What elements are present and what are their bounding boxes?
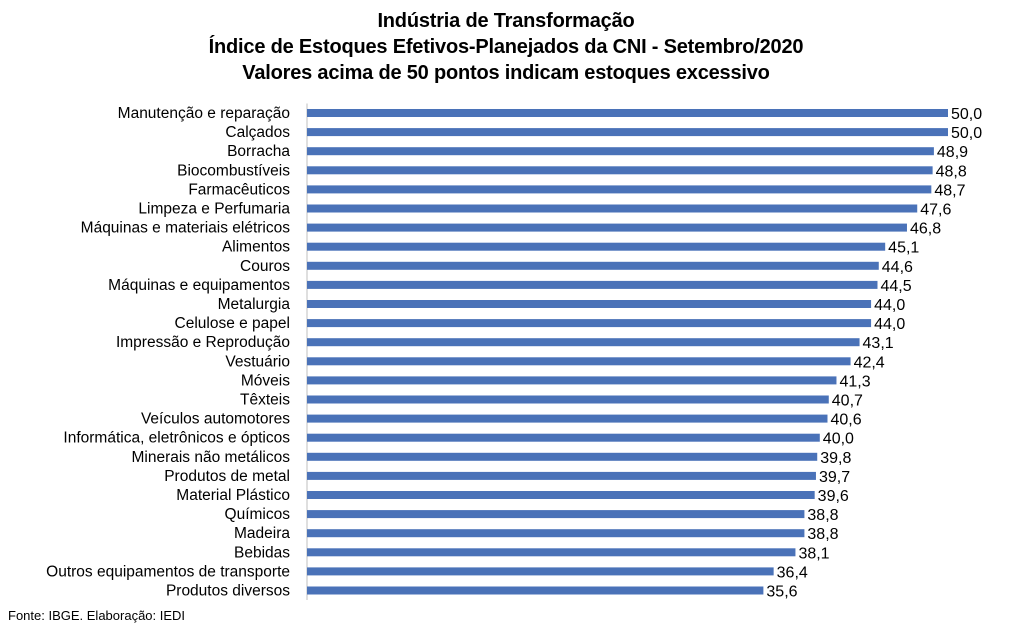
source-note: Fonte: IBGE. Elaboração: IEDI [8, 608, 186, 623]
data-label: 48,7 [934, 182, 965, 199]
data-label: 38,8 [807, 507, 838, 524]
data-label: 50,0 [951, 125, 982, 142]
bar [307, 280, 878, 289]
data-label: 38,8 [807, 526, 838, 543]
bar [307, 471, 816, 480]
data-label: 39,8 [820, 450, 851, 467]
data-label: 47,6 [920, 202, 951, 219]
category-label: Metalurgia [218, 296, 291, 313]
data-label: 43,1 [863, 335, 894, 352]
data-label: 44,5 [880, 278, 911, 295]
category-label: Minerais não metálicos [131, 449, 290, 466]
data-label: 42,4 [854, 354, 885, 371]
data-label: 40,6 [830, 412, 861, 429]
bar [307, 567, 774, 576]
data-label: 48,8 [936, 163, 967, 180]
category-label: Madeira [234, 525, 290, 542]
data-label: 38,1 [798, 545, 829, 562]
bar [307, 109, 948, 117]
data-label: 36,4 [777, 564, 808, 581]
data-label: 45,1 [888, 240, 919, 257]
chart-title-line-1: Indústria de Transformação [377, 10, 635, 32]
chart-title: Indústria de Transformação Índice de Est… [0, 8, 1012, 86]
bar [307, 452, 818, 461]
bar [307, 242, 886, 251]
bar [307, 300, 872, 308]
category-label: Máquinas e equipamentos [108, 277, 290, 294]
bar [307, 586, 764, 595]
data-label: 44,6 [882, 259, 913, 276]
bar [307, 223, 907, 232]
data-label: 39,7 [819, 469, 850, 486]
bar [307, 319, 872, 328]
category-label: Material Plástico [176, 487, 290, 504]
chart-title-line-3: Valores acima de 50 pontos indicam estoq… [242, 62, 770, 84]
category-label: Celulose e papel [175, 315, 290, 332]
bar [307, 128, 948, 137]
bar [307, 510, 805, 519]
category-label: Alimentos [222, 239, 290, 256]
category-label: Limpeza e Perfumaria [138, 201, 290, 218]
bar [307, 166, 933, 175]
bar-chart: Manutenção e reparação 50,0 Calçados 50,0 Bo… [46, 103, 982, 601]
category-label: Bebidas [234, 544, 290, 561]
category-label: Veículos automotores [141, 411, 290, 428]
bar [307, 491, 815, 499]
category-label: Informática, eletrônicos e ópticos [63, 430, 290, 447]
category-label: Químicos [225, 506, 291, 523]
data-label: 39,6 [818, 488, 849, 505]
data-label: 40,0 [823, 431, 854, 448]
data-label: 48,9 [937, 144, 968, 161]
bar [307, 395, 829, 404]
bar [307, 185, 932, 194]
bar [307, 529, 805, 538]
chart-title-line-2: Índice de Estoques Efetivos-Planejados d… [208, 36, 804, 58]
bar [307, 261, 879, 270]
category-label: Biocombustíveis [177, 162, 290, 179]
bar [307, 376, 837, 385]
category-label: Farmacêuticos [188, 181, 290, 198]
category-label: Têxteis [240, 392, 290, 409]
category-label: Impressão e Reprodução [116, 334, 290, 351]
category-label: Máquinas e materiais elétricos [81, 220, 291, 237]
category-label: Calçados [225, 124, 290, 141]
bar [307, 204, 918, 213]
bar [307, 433, 820, 442]
bar [307, 338, 860, 347]
bar [307, 548, 796, 557]
category-label: Couros [240, 258, 290, 275]
category-label: Vestuário [225, 353, 290, 370]
category-label: Manutenção e reparação [118, 105, 290, 122]
data-label: 50,0 [951, 106, 982, 123]
data-label: 46,8 [910, 221, 941, 238]
data-label: 40,7 [832, 393, 863, 410]
category-label: Outros equipamentos de transporte [46, 563, 290, 580]
data-label: 35,6 [766, 584, 797, 601]
category-label: Móveis [241, 372, 290, 389]
bar [307, 357, 851, 366]
bar [307, 414, 828, 423]
data-label: 41,3 [839, 373, 870, 390]
category-label: Borracha [227, 143, 290, 160]
category-label: Produtos de metal [164, 468, 290, 485]
category-label: Produtos diversos [166, 583, 290, 600]
bar [307, 147, 934, 156]
data-label: 44,0 [874, 316, 905, 333]
data-label: 44,0 [874, 297, 905, 314]
